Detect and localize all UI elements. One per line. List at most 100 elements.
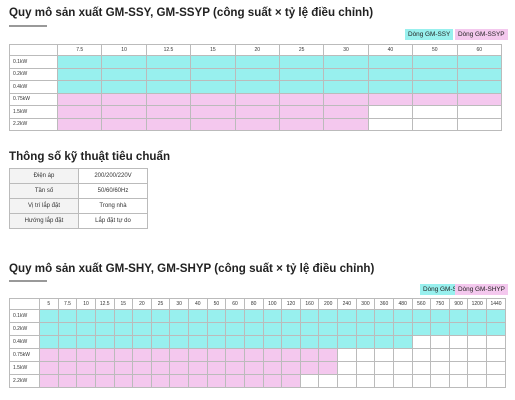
cell-cyan [76, 322, 96, 336]
column-header: 480 [392, 298, 413, 310]
cell-cyan [57, 335, 78, 349]
cell-pink [243, 361, 264, 375]
column-header: 15 [190, 44, 236, 56]
row-label: 0.1kW [9, 309, 40, 323]
cell-cyan [206, 335, 227, 349]
cell-pink [150, 361, 171, 375]
cell-empty [374, 374, 394, 388]
cell-cyan [94, 335, 115, 349]
cell-cyan [56, 80, 103, 94]
cell-pink [101, 117, 147, 131]
cell-pink [318, 361, 338, 375]
cell-empty [392, 361, 413, 375]
cell-empty [448, 348, 469, 362]
cell-cyan [132, 309, 152, 323]
cell-pink [113, 374, 134, 388]
cell-pink [57, 348, 78, 362]
cell-cyan [150, 335, 171, 349]
cell-cyan [243, 322, 264, 336]
column-header: 80 [243, 298, 264, 310]
cell-pink [243, 348, 264, 362]
section2-divider [9, 280, 47, 282]
cell-pink [225, 374, 245, 388]
cell-empty [392, 348, 413, 362]
cell-empty [367, 117, 414, 131]
cell-empty [486, 348, 506, 362]
cell-cyan [278, 55, 325, 69]
cell-pink [188, 361, 208, 375]
cell-pink [94, 374, 115, 388]
cell-pink [299, 348, 320, 362]
cell-cyan [355, 322, 376, 336]
column-header: 300 [355, 298, 376, 310]
cell-cyan [367, 67, 414, 81]
cell-pink [281, 374, 301, 388]
cell-pink [169, 348, 189, 362]
cell-pink [57, 361, 78, 375]
cell-cyan [145, 55, 192, 69]
column-header: 60 [225, 298, 245, 310]
spec-value: Lắp đặt tự do [78, 213, 148, 229]
cell-pink [39, 348, 59, 362]
cell-cyan [456, 80, 503, 94]
column-header: 25 [150, 298, 171, 310]
cell-cyan [456, 55, 503, 69]
cell-empty [486, 335, 506, 349]
cell-empty [337, 374, 357, 388]
cell-cyan [448, 322, 469, 336]
cell-pink [234, 117, 280, 131]
cell-cyan [299, 322, 320, 336]
cell-empty [456, 105, 503, 119]
table-row: 0.75kW [9, 92, 503, 106]
column-header: 12.5 [94, 298, 115, 310]
spec-key: Vị trí lắp đặt [9, 198, 79, 214]
cell-cyan [39, 309, 59, 323]
cell-cyan [281, 309, 301, 323]
cell-pink [145, 92, 192, 106]
cell-empty [486, 374, 506, 388]
cell-empty [411, 348, 432, 362]
cell-pink [39, 361, 59, 375]
column-header: 200 [318, 298, 338, 310]
cell-pink [278, 117, 325, 131]
cell-cyan [392, 322, 413, 336]
cell-empty [355, 348, 376, 362]
cell-cyan [448, 309, 469, 323]
cell-pink [318, 348, 338, 362]
cell-cyan [411, 309, 432, 323]
cell-pink [412, 92, 458, 106]
column-header: 60 [456, 44, 503, 56]
row-label: 0.4kW [9, 335, 40, 349]
cell-pink [145, 105, 192, 119]
cell-empty [411, 374, 432, 388]
cell-pink [39, 374, 59, 388]
cell-cyan [467, 322, 487, 336]
cell-cyan [278, 67, 325, 81]
cell-cyan [318, 335, 338, 349]
cell-empty [467, 348, 487, 362]
cell-pink [150, 374, 171, 388]
cell-cyan [225, 335, 245, 349]
cell-pink [278, 92, 325, 106]
section1-divider [9, 25, 47, 27]
column-header: 20 [234, 44, 280, 56]
cell-empty [448, 374, 469, 388]
cell-cyan [39, 335, 59, 349]
cell-cyan [367, 55, 414, 69]
cell-pink [145, 117, 192, 131]
cell-cyan [262, 322, 283, 336]
cell-cyan [323, 55, 369, 69]
cell-cyan [188, 322, 208, 336]
legend-cyan-2: Dòng GM-SHY [420, 284, 469, 295]
cell-pink [190, 92, 236, 106]
cell-cyan [76, 309, 96, 323]
cell-cyan [243, 309, 264, 323]
cell-cyan [281, 335, 301, 349]
cell-cyan [467, 309, 487, 323]
cell-pink [132, 348, 152, 362]
column-header: 1200 [467, 298, 487, 310]
cell-empty [299, 374, 320, 388]
cell-empty [374, 361, 394, 375]
column-header: 560 [411, 298, 432, 310]
cell-cyan [56, 67, 103, 81]
